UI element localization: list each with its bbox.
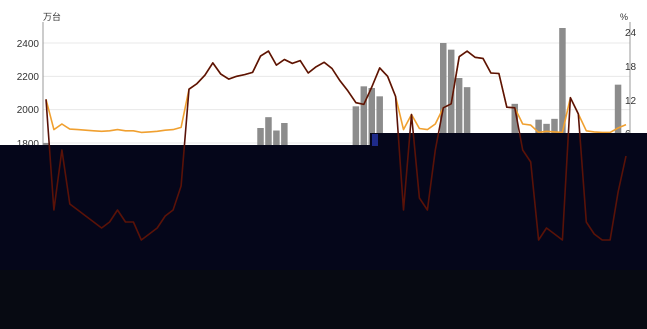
growth-line-shadow	[45, 50, 627, 241]
right-tick-label: 18	[625, 62, 637, 73]
right-tick-label: 24	[625, 28, 637, 39]
right-axis-unit: %	[620, 12, 628, 22]
grid	[43, 42, 630, 144]
axes: 万台 % 1800 2000 2200 2400 6 12 18 24	[17, 11, 637, 150]
dark-overlay-step	[370, 133, 647, 147]
left-tick-label: 2000	[17, 105, 40, 116]
left-tick-label: 2200	[17, 72, 40, 83]
left-axis-unit: 万台	[43, 11, 61, 22]
dark-overlay-bottom-band	[0, 270, 647, 329]
right-tick-label: 12	[625, 96, 637, 107]
overlay-line-series	[45, 50, 627, 241]
left-tick-label: 1800	[17, 139, 40, 150]
left-tick-label: 2400	[17, 39, 40, 50]
overlay-blue-fragment	[372, 134, 378, 146]
dark-overlay	[0, 50, 647, 329]
